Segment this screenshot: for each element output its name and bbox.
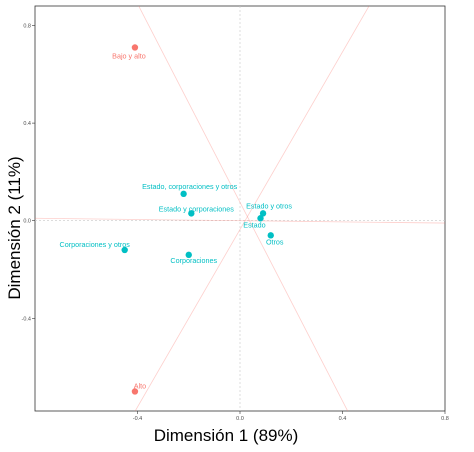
data-point	[121, 246, 128, 254]
data-point	[259, 210, 267, 217]
y-tick-label: -0.4	[22, 316, 31, 322]
y-tick-label: 0.4	[23, 121, 31, 127]
point-label: Corporaciones y otros	[60, 240, 131, 249]
biplot-axis-line-2	[134, 6, 370, 411]
plot-area: Bajo y alto Bajo Alto Estado, corporaciones…	[35, 6, 462, 411]
x-axis-title: Dimensión 1 (89%)	[154, 426, 299, 445]
data-point	[257, 215, 264, 222]
point-label: Bajo	[448, 210, 462, 219]
x-tick-label: 0.4	[339, 416, 347, 422]
x-tick-label: 0.8	[441, 416, 449, 422]
point-label: Corporaciones	[170, 256, 217, 265]
y-axis-title: Dimensión 2 (11%)	[5, 156, 24, 299]
point-label: Bajo y alto	[112, 51, 146, 60]
data-point	[185, 251, 192, 259]
point-label: Estado, corporaciones y otros	[142, 182, 237, 191]
data-point	[131, 388, 139, 395]
data-point	[131, 44, 139, 51]
x-tick-label: -0.4	[133, 416, 142, 422]
data-point	[180, 190, 187, 198]
point-label: Estado	[243, 220, 265, 229]
biplot-axis-line-3	[35, 217, 445, 224]
data-point	[447, 220, 453, 226]
x-tick-label: 0.0	[236, 416, 244, 422]
data-point	[188, 210, 195, 217]
point-label: Otros	[266, 237, 284, 246]
biplot-axis-line-1	[138, 6, 349, 411]
y-tick-label: 0.0	[23, 219, 31, 225]
point-label: Estado y otros	[246, 201, 292, 210]
data-point	[267, 232, 274, 239]
y-tick-label: 0.8	[23, 24, 31, 30]
point-label: Alto	[134, 381, 146, 390]
point-label: Estado y corporaciones	[159, 204, 235, 213]
